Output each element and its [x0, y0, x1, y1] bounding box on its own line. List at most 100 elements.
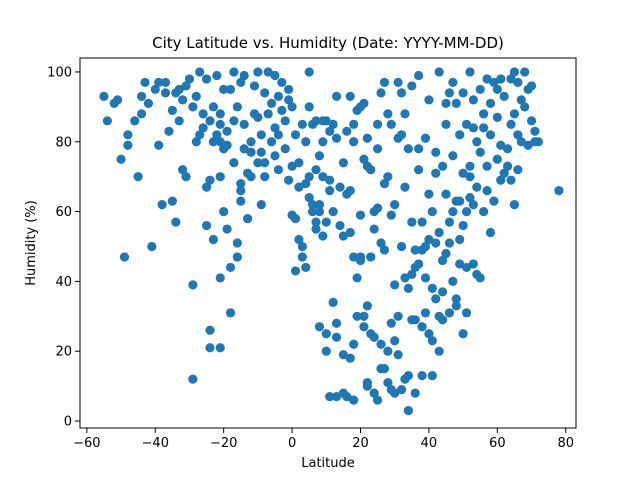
- data-point: [485, 227, 496, 238]
- data-point: [301, 137, 311, 147]
- data-point: [143, 98, 154, 108]
- data-point: [280, 116, 290, 126]
- data-point: [461, 119, 472, 129]
- data-point: [376, 88, 386, 98]
- data-point: [516, 137, 526, 147]
- data-point: [136, 109, 147, 119]
- data-point: [451, 98, 461, 108]
- data-point: [198, 109, 208, 119]
- data-point: [362, 378, 372, 388]
- data-point: [496, 175, 506, 185]
- data-point: [314, 151, 325, 161]
- data-point: [212, 70, 222, 81]
- data-point: [311, 217, 321, 227]
- data-point: [513, 165, 523, 175]
- data-point: [304, 172, 314, 182]
- data-point: [154, 140, 164, 150]
- data-point: [249, 81, 260, 91]
- data-point: [386, 318, 396, 328]
- data-point: [290, 213, 301, 224]
- data-point: [311, 165, 321, 175]
- data-point: [403, 283, 413, 293]
- data-point: [236, 179, 246, 189]
- data-point: [393, 311, 403, 321]
- data-point: [489, 77, 499, 88]
- data-point: [414, 165, 424, 175]
- data-point: [277, 105, 287, 115]
- data-point: [328, 206, 338, 217]
- data-point: [427, 371, 437, 381]
- data-point: [526, 116, 537, 126]
- data-point: [496, 140, 506, 150]
- data-point: [239, 70, 249, 81]
- data-point: [509, 67, 520, 77]
- data-point: [215, 273, 225, 283]
- data-point: [208, 234, 219, 245]
- data-point: [205, 325, 215, 335]
- data-point: [444, 217, 455, 227]
- data-point: [102, 116, 112, 126]
- data-point: [407, 81, 417, 91]
- data-point: [431, 238, 441, 248]
- data-point: [147, 241, 157, 252]
- data-point: [311, 116, 321, 126]
- data-point: [99, 91, 109, 101]
- data-point: [499, 91, 509, 101]
- data-point: [130, 116, 140, 126]
- data-point: [287, 161, 297, 171]
- data-point: [379, 245, 390, 255]
- data-point: [410, 245, 420, 255]
- data-point: [318, 172, 328, 182]
- data-point: [424, 329, 434, 339]
- data-point: [212, 130, 222, 140]
- data-point: [451, 301, 461, 311]
- data-point: [157, 200, 167, 210]
- data-point: [263, 67, 273, 77]
- data-point: [294, 234, 304, 245]
- data-point: [441, 119, 451, 129]
- data-point: [414, 259, 424, 269]
- data-point: [355, 210, 366, 220]
- data-point: [458, 329, 468, 339]
- y-tick-label: 100: [47, 65, 72, 80]
- data-point: [277, 77, 287, 88]
- data-point: [266, 98, 277, 108]
- data-point: [246, 137, 256, 147]
- data-point: [256, 147, 266, 157]
- data-point: [513, 130, 523, 140]
- data-point: [448, 276, 458, 286]
- data-point: [485, 130, 496, 140]
- data-point: [506, 175, 516, 185]
- data-point: [502, 144, 513, 154]
- data-point: [427, 283, 437, 293]
- data-point: [195, 130, 205, 140]
- data-point: [379, 179, 390, 189]
- data-point: [373, 203, 383, 213]
- data-point: [160, 88, 171, 98]
- data-point: [116, 154, 126, 164]
- data-point: [331, 91, 342, 101]
- data-point: [325, 175, 335, 185]
- data-point: [400, 109, 410, 119]
- data-point: [314, 200, 325, 210]
- data-point: [301, 179, 311, 189]
- data-point: [475, 84, 485, 95]
- data-point: [325, 391, 335, 402]
- data-point: [417, 217, 427, 227]
- data-point: [290, 266, 301, 276]
- data-point: [215, 119, 225, 129]
- data-point: [243, 213, 253, 224]
- data-points-group: [99, 67, 564, 416]
- data-point: [284, 175, 294, 185]
- data-point: [396, 241, 407, 252]
- data-point: [359, 98, 369, 108]
- data-point: [373, 395, 383, 405]
- data-point: [455, 196, 465, 206]
- data-point: [311, 224, 321, 234]
- data-point: [441, 189, 451, 199]
- data-point: [215, 137, 225, 147]
- data-point: [376, 339, 386, 349]
- data-point: [188, 374, 198, 384]
- data-point: [369, 224, 379, 234]
- data-point: [427, 336, 437, 346]
